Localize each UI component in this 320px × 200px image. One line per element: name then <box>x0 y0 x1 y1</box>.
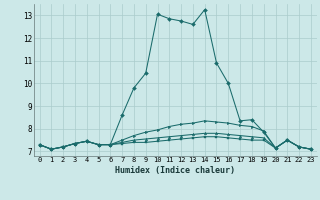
X-axis label: Humidex (Indice chaleur): Humidex (Indice chaleur) <box>115 166 235 175</box>
